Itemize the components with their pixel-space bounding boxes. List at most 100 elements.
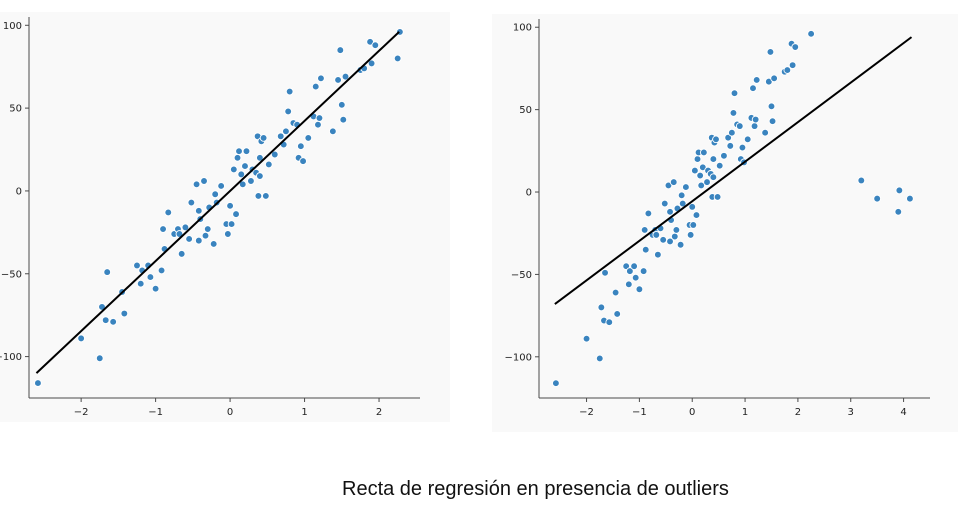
- left-data-point: [371, 41, 380, 50]
- right-data-point: [676, 240, 685, 249]
- left-data-point: [164, 208, 173, 217]
- left-data-point: [256, 153, 264, 162]
- right-data-point: [635, 285, 644, 294]
- right-data-point: [743, 135, 752, 144]
- right-data-point: [682, 183, 690, 191]
- left-data-point: [203, 225, 212, 233]
- left-data-point: [187, 198, 196, 207]
- right-y-tick-label: 0: [526, 188, 532, 199]
- right-data-point: [750, 122, 759, 130]
- left-x-tick-label: 2: [376, 407, 382, 418]
- right-data-point: [613, 310, 622, 318]
- left-data-point: [232, 210, 240, 218]
- left-x-tick-label: 0: [227, 407, 233, 418]
- right-data-point: [692, 211, 701, 219]
- left-data-point: [304, 134, 313, 142]
- right-x-tick-label: −1: [632, 407, 647, 418]
- right-x-tick-label: 2: [795, 407, 801, 418]
- left-y-tick-label: −50: [1, 269, 22, 280]
- left-chart-panel: −100 −50 0 50 100 −2 −1 0 1 2: [0, 12, 450, 422]
- right-data-point: [611, 288, 620, 297]
- left-data-point: [229, 165, 238, 174]
- right-data-point: [666, 207, 674, 216]
- right-data-point: [712, 135, 720, 144]
- right-data-point: [697, 181, 706, 190]
- left-data-point: [226, 201, 234, 210]
- right-data-point: [709, 173, 718, 182]
- left-data-point: [192, 180, 201, 189]
- left-data-point: [261, 192, 270, 200]
- right-data-point: [807, 29, 815, 38]
- left-data-point: [159, 225, 167, 233]
- right-data-point: [761, 128, 769, 137]
- left-data-point: [334, 76, 342, 84]
- left-data-point: [242, 147, 251, 156]
- left-y-tick-label: 0: [16, 186, 22, 197]
- left-data-point: [209, 240, 218, 248]
- left-data-point: [276, 132, 285, 141]
- left-data-point: [237, 170, 246, 179]
- left-data-point: [367, 59, 376, 68]
- left-data-point: [247, 177, 255, 185]
- right-data-point: [700, 148, 708, 157]
- left-data-point: [336, 46, 345, 54]
- right-y-tick-label: 100: [513, 23, 532, 34]
- left-data-point: [185, 235, 193, 243]
- left-data-point: [233, 153, 242, 162]
- right-data-point: [713, 193, 722, 201]
- right-data-point: [624, 280, 633, 289]
- left-data-point: [101, 316, 110, 324]
- left-data-point: [256, 172, 264, 180]
- right-data-point: [640, 226, 649, 234]
- left-scatter-chart: −100 −50 0 50 100 −2 −1 0 1 2: [0, 17, 420, 418]
- right-data-point: [666, 237, 674, 246]
- right-data-point: [770, 74, 778, 83]
- right-data-point: [597, 303, 606, 312]
- right-y-tick-label: 50: [519, 105, 532, 116]
- right-data-point: [686, 231, 695, 239]
- left-data-point: [77, 334, 85, 343]
- left-data-point: [315, 114, 324, 122]
- right-data-point: [709, 155, 718, 163]
- left-data-point: [393, 54, 402, 63]
- right-data-point: [654, 250, 662, 259]
- right-x-tick-label: 4: [900, 407, 906, 418]
- left-x-tick-label: −1: [148, 407, 163, 418]
- right-data-point: [752, 76, 761, 84]
- right-data-point: [720, 151, 728, 160]
- left-data-point: [109, 317, 118, 326]
- right-data-point: [660, 199, 669, 208]
- right-data-point: [630, 262, 638, 271]
- left-y-tick-label: 100: [3, 21, 22, 32]
- left-data-point: [194, 236, 203, 245]
- right-data-point: [626, 267, 634, 275]
- left-x-tick-label: 1: [301, 407, 307, 418]
- left-data-point: [227, 220, 236, 228]
- right-data-point: [895, 186, 904, 195]
- left-data-point: [238, 180, 247, 189]
- right-data-point: [639, 267, 648, 275]
- left-data-point: [285, 87, 294, 96]
- right-data-point: [689, 221, 698, 229]
- left-data-point: [299, 157, 307, 165]
- left-data-point: [224, 230, 232, 238]
- left-data-point: [254, 192, 263, 200]
- left-data-point: [177, 250, 186, 258]
- left-data-point: [259, 134, 268, 142]
- right-regression-line: [554, 36, 913, 305]
- left-data-point: [270, 150, 279, 159]
- right-x-tick-label: −2: [579, 407, 594, 418]
- right-data-point: [669, 178, 678, 186]
- right-data-point: [703, 178, 711, 186]
- left-data-point: [217, 182, 225, 190]
- left-data-point: [194, 206, 203, 215]
- right-data-point: [691, 166, 699, 175]
- left-data-point: [133, 261, 141, 270]
- right-data-point: [726, 142, 735, 150]
- right-data-point: [693, 155, 702, 163]
- left-y-tick-label: 50: [9, 104, 22, 115]
- right-data-point: [644, 209, 653, 218]
- right-data-point: [749, 84, 757, 93]
- right-x-tick-label: 3: [848, 407, 854, 418]
- left-data-point: [120, 309, 129, 318]
